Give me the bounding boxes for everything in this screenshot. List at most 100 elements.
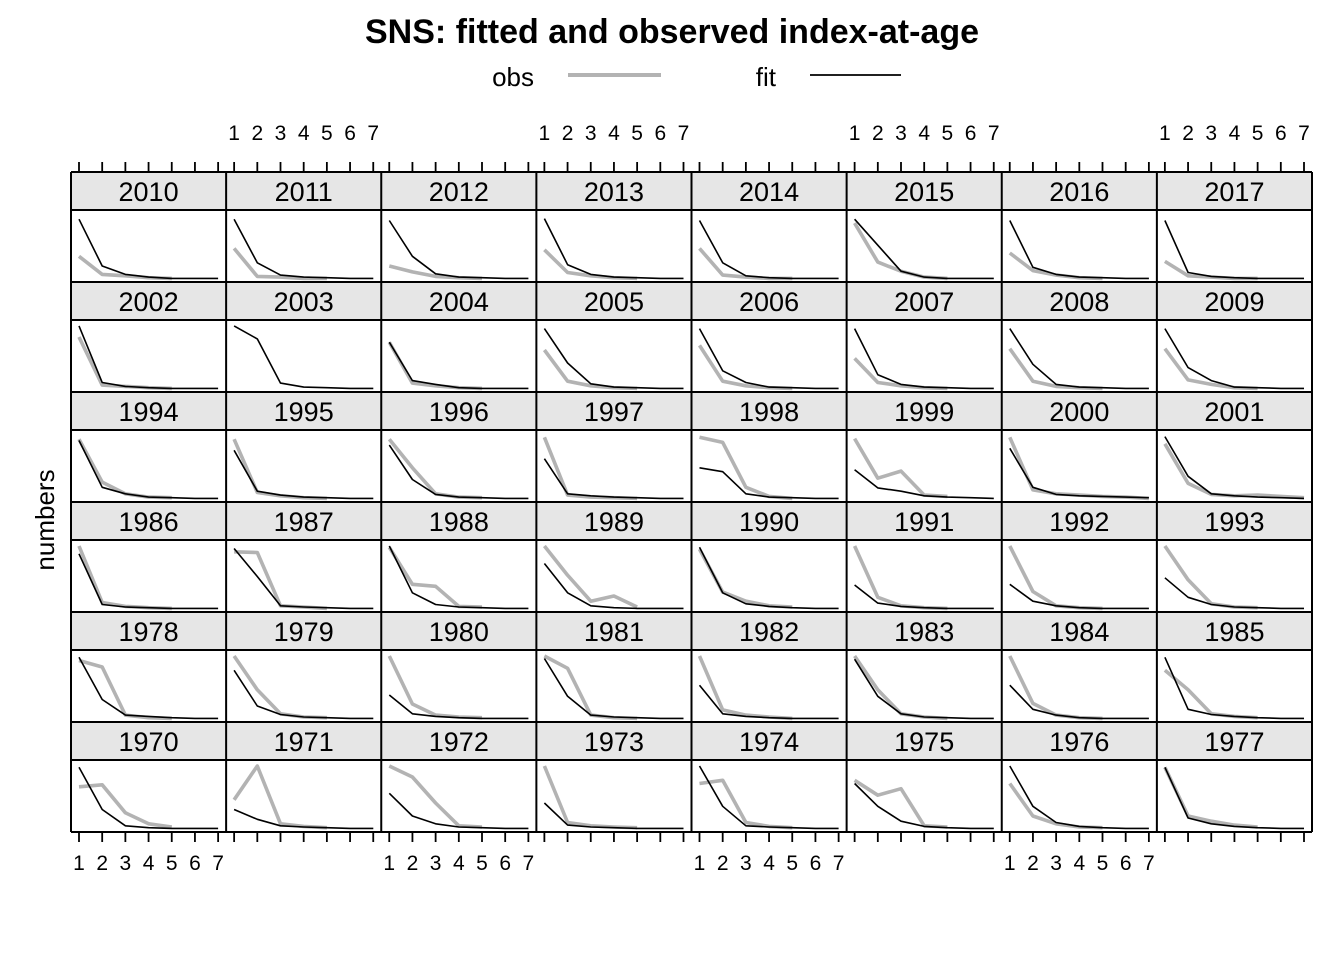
fit-line	[854, 584, 994, 610]
panel-2013: 2013	[536, 172, 692, 281]
fit-line	[78, 325, 219, 390]
obs-line	[1163, 347, 1258, 391]
panel-1980: 1980	[381, 612, 537, 720]
x-tick-label: 4	[298, 122, 310, 145]
panel-strip-label: 2015	[894, 177, 954, 207]
panel-strip	[381, 612, 537, 650]
panel-strip-label: 1997	[584, 397, 644, 427]
panel-strip	[536, 392, 692, 430]
obs-line	[1008, 545, 1103, 611]
panel-1992: 1992	[1001, 502, 1157, 611]
fit-line	[233, 325, 374, 390]
panel-1990: 1990	[691, 502, 847, 610]
panel-strip	[846, 502, 1002, 540]
obs-line	[78, 782, 173, 829]
panel-strip-label: 2013	[584, 177, 644, 207]
panel-1972: 1972	[381, 722, 537, 830]
panel-strip-label: 1991	[894, 507, 954, 537]
x-tick-label: 6	[499, 852, 511, 875]
panel-strip-label: 2017	[1204, 177, 1264, 207]
panel-strip	[381, 722, 537, 760]
panel-strip-label: 1975	[894, 727, 954, 757]
obs-line	[853, 778, 948, 829]
panel-strip	[846, 612, 1002, 650]
panel-strip	[536, 282, 692, 320]
panel-strip	[226, 502, 382, 540]
x-tick-label: 7	[523, 852, 535, 875]
panel-strip	[536, 502, 692, 540]
panel-1985: 1985	[1156, 612, 1312, 720]
panel-strip-label: 1986	[119, 507, 179, 537]
obs-line	[388, 264, 483, 281]
x-tick-label: 7	[833, 852, 845, 875]
obs-line	[1163, 544, 1258, 610]
obs-line	[77, 545, 172, 611]
fit-line	[698, 328, 839, 390]
panel-2009: 2009	[1156, 282, 1312, 391]
obs-line	[232, 764, 328, 830]
fit-line	[853, 328, 994, 390]
fit-line	[543, 328, 684, 390]
obs-line	[698, 247, 793, 281]
x-tick-label: 6	[654, 122, 666, 145]
x-tick-label: 3	[895, 122, 907, 145]
x-tick-label: 5	[166, 852, 178, 875]
x-tick-label: 7	[678, 122, 690, 145]
x-tick-label: 5	[1097, 852, 1109, 875]
fit-line	[853, 658, 994, 720]
legend-fit-label: fit	[756, 62, 777, 92]
obs-line	[542, 348, 638, 391]
x-tick-label: 2	[1027, 852, 1039, 875]
x-tick-label: 4	[763, 852, 775, 875]
panel-1993: 1993	[1156, 502, 1312, 610]
obs-line	[699, 435, 793, 501]
panel-strip-label: 1987	[274, 507, 334, 537]
panel-2006: 2006	[691, 282, 847, 391]
panel-strip-label: 2016	[1049, 177, 1109, 207]
panel-strip	[846, 172, 1002, 210]
panel-strip	[381, 502, 537, 540]
panel-strip	[691, 282, 847, 320]
x-tick-label: 5	[1252, 122, 1264, 145]
panel-strip-label: 1999	[894, 397, 954, 427]
panel-strip	[691, 392, 847, 430]
panel-2000: 2000	[1001, 392, 1157, 501]
x-tick-label: 5	[631, 122, 643, 145]
panel-strip-label: 1984	[1049, 617, 1109, 647]
panel-1974: 1974	[691, 722, 847, 830]
x-tick-label: 5	[942, 122, 954, 145]
panel-strip-label: 2001	[1204, 397, 1264, 427]
panel-2001: 2001	[1156, 392, 1312, 500]
x-tick-label: 6	[1120, 852, 1132, 875]
legend-obs-label: obs	[492, 62, 534, 92]
obs-line	[388, 764, 483, 829]
panel-strip	[1156, 392, 1312, 430]
fit-line	[1164, 656, 1304, 720]
panel-1996: 1996	[381, 392, 537, 500]
fit-line	[1164, 436, 1305, 500]
legend: obs fit	[492, 62, 901, 92]
panel-strip-label: 1982	[739, 617, 799, 647]
panel-2003: 2003	[226, 282, 382, 390]
panel-2016: 2016	[1001, 172, 1157, 281]
panel-strip	[71, 172, 227, 210]
panel-strip	[691, 172, 847, 210]
fit-line	[388, 444, 529, 500]
obs-line	[543, 654, 638, 721]
panel-strip-label: 1973	[584, 727, 644, 757]
panel-strip-label: 1977	[1204, 727, 1264, 757]
x-tick-label: 1	[1159, 122, 1171, 145]
fit-line	[78, 656, 219, 720]
obs-line	[387, 655, 483, 720]
obs-line	[1008, 436, 1150, 501]
panel-strip	[381, 392, 537, 430]
panel-strip-label: 1993	[1204, 507, 1264, 537]
panel-strip	[226, 172, 382, 210]
fit-line	[543, 218, 684, 280]
panel-strip-label: 1971	[274, 727, 334, 757]
fit-line	[854, 469, 994, 500]
fit-line	[543, 458, 684, 500]
panel-1979: 1979	[226, 612, 382, 720]
panel-2002: 2002	[71, 282, 227, 391]
fit-line	[1164, 766, 1304, 830]
